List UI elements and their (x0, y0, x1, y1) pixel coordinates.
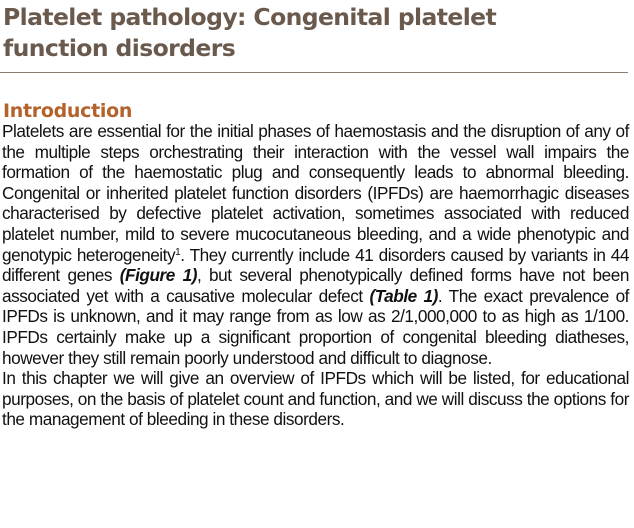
figure-reference: (Figure 1) (119, 265, 198, 286)
page-title-line-2: function disorders (3, 34, 236, 62)
paragraph-1-part-2: . They currently include 41 disorders ca… (2, 244, 629, 286)
paragraph-1-part-4: . The exact prevalence of IPFDs is unkno… (2, 285, 629, 368)
paragraph-1: Platelets are essential for the initial … (2, 121, 629, 368)
page-title: Platelet pathology: Congenital platelet f… (3, 2, 631, 64)
paragraph-1-part-1: Platelets are essential for the initial … (2, 121, 629, 265)
section-heading: Introduction (3, 100, 133, 122)
paragraph-2: In this chapter we will give an overview… (2, 368, 629, 430)
table-reference: (Table 1) (369, 285, 438, 306)
paragraph-1-part-3: , but several phenotypically defined for… (2, 265, 629, 306)
body-text: Platelets are essential for the initial … (2, 121, 629, 430)
citation-superscript: 1 (175, 246, 181, 258)
page-title-line-1: Platelet pathology: Congenital platelet (3, 3, 497, 31)
title-divider (0, 72, 628, 73)
